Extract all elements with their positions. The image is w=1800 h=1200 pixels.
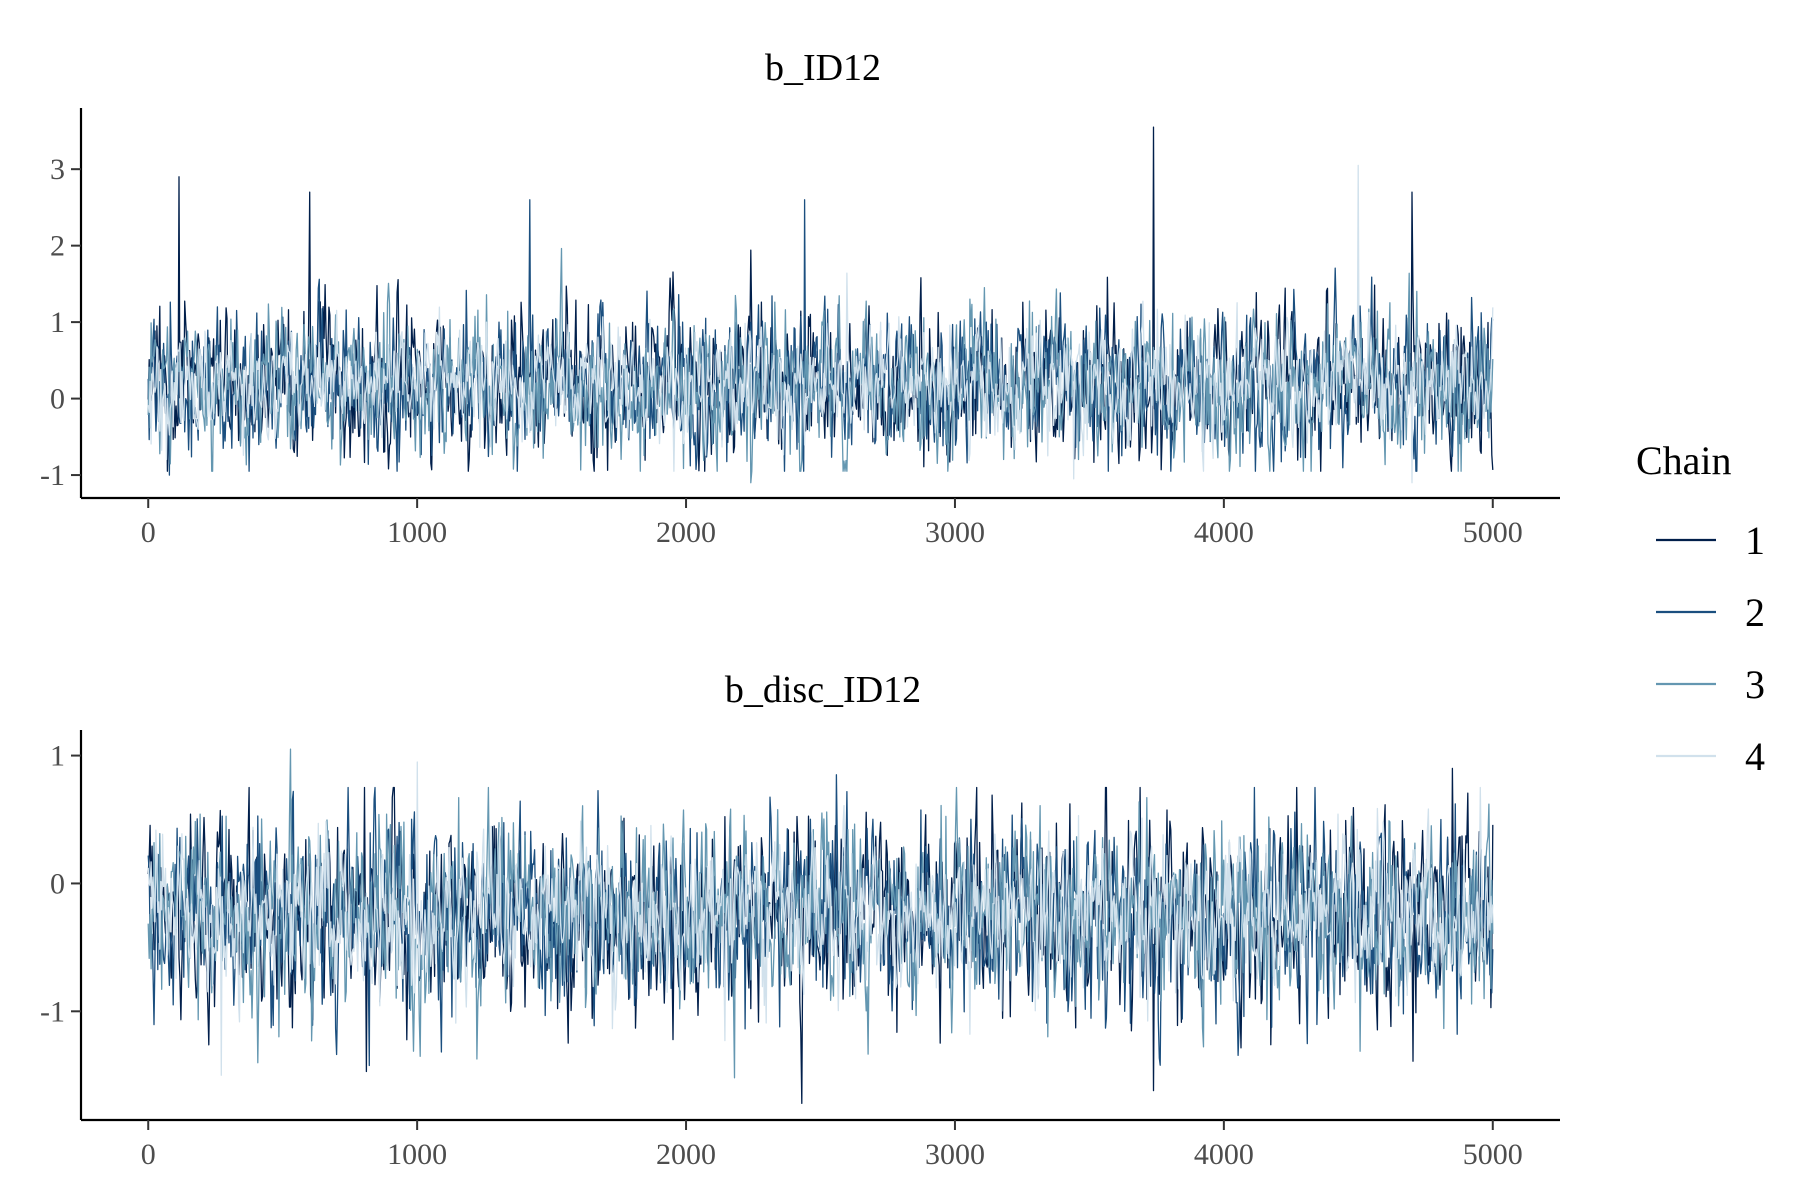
y-tick-label: -1 <box>40 459 65 492</box>
x-tick-label: 0 <box>141 516 156 549</box>
legend-label-chain-3: 3 <box>1745 662 1765 707</box>
x-tick-label: 0 <box>141 1138 156 1171</box>
x-tick-label: 3000 <box>925 1138 985 1171</box>
y-tick-label: 2 <box>50 230 65 263</box>
y-axis-ticks: -1 0 1 <box>40 740 81 1028</box>
y-tick-label: -1 <box>40 995 65 1028</box>
y-tick-label: 3 <box>50 153 65 186</box>
x-tick-label: 2000 <box>656 1138 716 1171</box>
y-axis-ticks: -1 0 1 2 3 <box>40 153 81 492</box>
chain-traces <box>147 126 1494 484</box>
y-tick-label: 0 <box>50 383 65 416</box>
chain-4-trace <box>147 761 1494 1076</box>
legend-label-chain-1: 1 <box>1745 518 1765 563</box>
y-tick-label: 1 <box>50 740 65 773</box>
panel-title: b_disc_ID12 <box>725 669 921 711</box>
trace-panel-b-id12: b_ID12 -1 0 1 2 3 0 1000 2000 3000 4000 5000 <box>40 47 1560 549</box>
legend-label-chain-2: 2 <box>1745 590 1765 635</box>
chain-traces <box>147 748 1494 1105</box>
x-axis-ticks: 0 1000 2000 3000 4000 5000 <box>141 498 1523 549</box>
x-tick-label: 1000 <box>387 516 447 549</box>
x-tick-label: 5000 <box>1463 1138 1523 1171</box>
x-tick-label: 5000 <box>1463 516 1523 549</box>
legend-label-chain-4: 4 <box>1745 734 1765 779</box>
x-tick-label: 2000 <box>656 516 716 549</box>
legend-title: Chain <box>1636 438 1732 483</box>
x-tick-label: 4000 <box>1194 1138 1254 1171</box>
x-axis-ticks: 0 1000 2000 3000 4000 5000 <box>141 1120 1523 1171</box>
legend: Chain 1 2 3 4 <box>1636 438 1765 779</box>
x-tick-label: 1000 <box>387 1138 447 1171</box>
trace-panel-b-disc-id12: b_disc_ID12 -1 0 1 0 1000 2000 3000 4000 5000 <box>40 669 1560 1171</box>
x-tick-label: 4000 <box>1194 516 1254 549</box>
chain-4-trace <box>147 164 1494 484</box>
y-tick-label: 1 <box>50 306 65 339</box>
panel-title: b_ID12 <box>765 47 881 89</box>
legend-items: 1 2 3 4 <box>1656 518 1765 779</box>
y-tick-label: 0 <box>50 867 65 900</box>
x-tick-label: 3000 <box>925 516 985 549</box>
